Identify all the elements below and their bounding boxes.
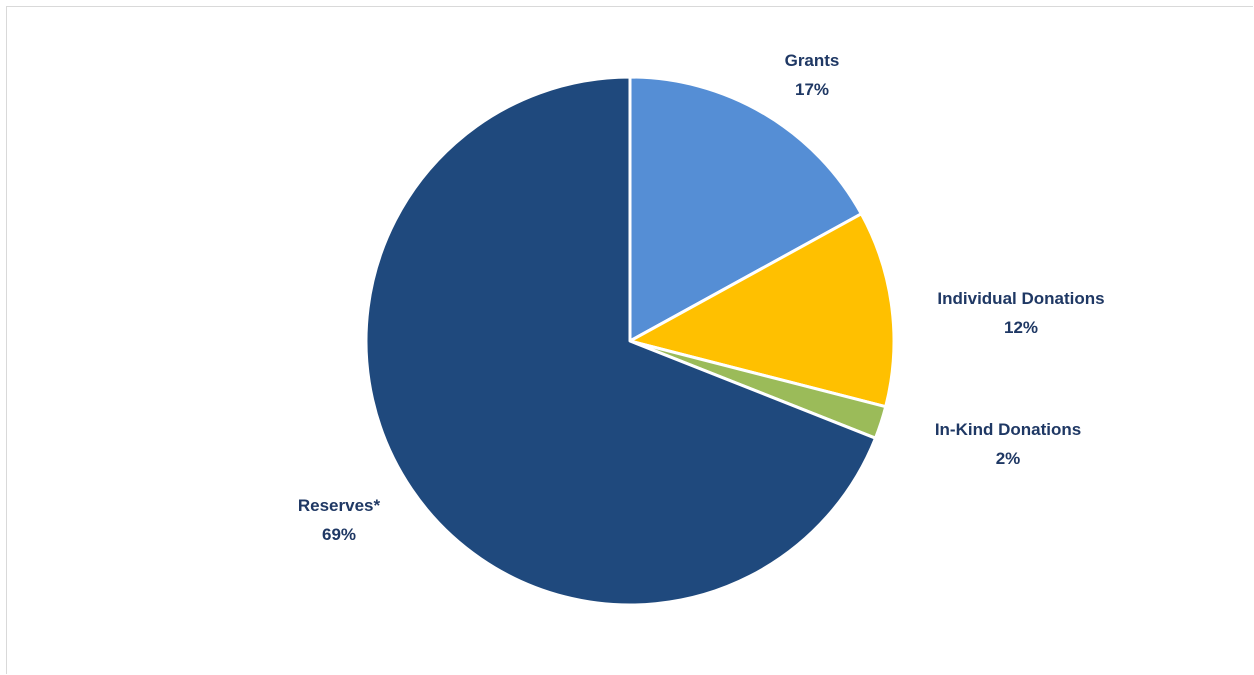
pie-slice-reserves	[364, 75, 877, 607]
slice-label-in-kind-donations-value: 2%	[996, 449, 1021, 468]
slice-label-in-kind-donations-name: In-Kind Donations	[935, 420, 1081, 439]
slice-label-reserves-value: 69%	[322, 525, 356, 544]
label-grants: Grants 17%	[785, 51, 840, 99]
pie-slices	[364, 75, 896, 607]
slice-label-individual-donations-value: 12%	[1004, 318, 1038, 337]
label-in-kind-donations: In-Kind Donations 2%	[935, 420, 1081, 468]
pie-slice-individual-donations	[628, 212, 896, 409]
slice-label-grants-value: 17%	[795, 80, 829, 99]
label-reserves: Reserves* 69%	[298, 496, 381, 544]
slice-label-individual-donations-name: Individual Donations	[937, 289, 1104, 308]
slice-label-reserves-name: Reserves*	[298, 496, 381, 515]
slice-label-grants-name: Grants	[785, 51, 840, 70]
label-individual-donations: Individual Donations 12%	[937, 289, 1104, 337]
pie-slice-grants	[628, 75, 863, 343]
